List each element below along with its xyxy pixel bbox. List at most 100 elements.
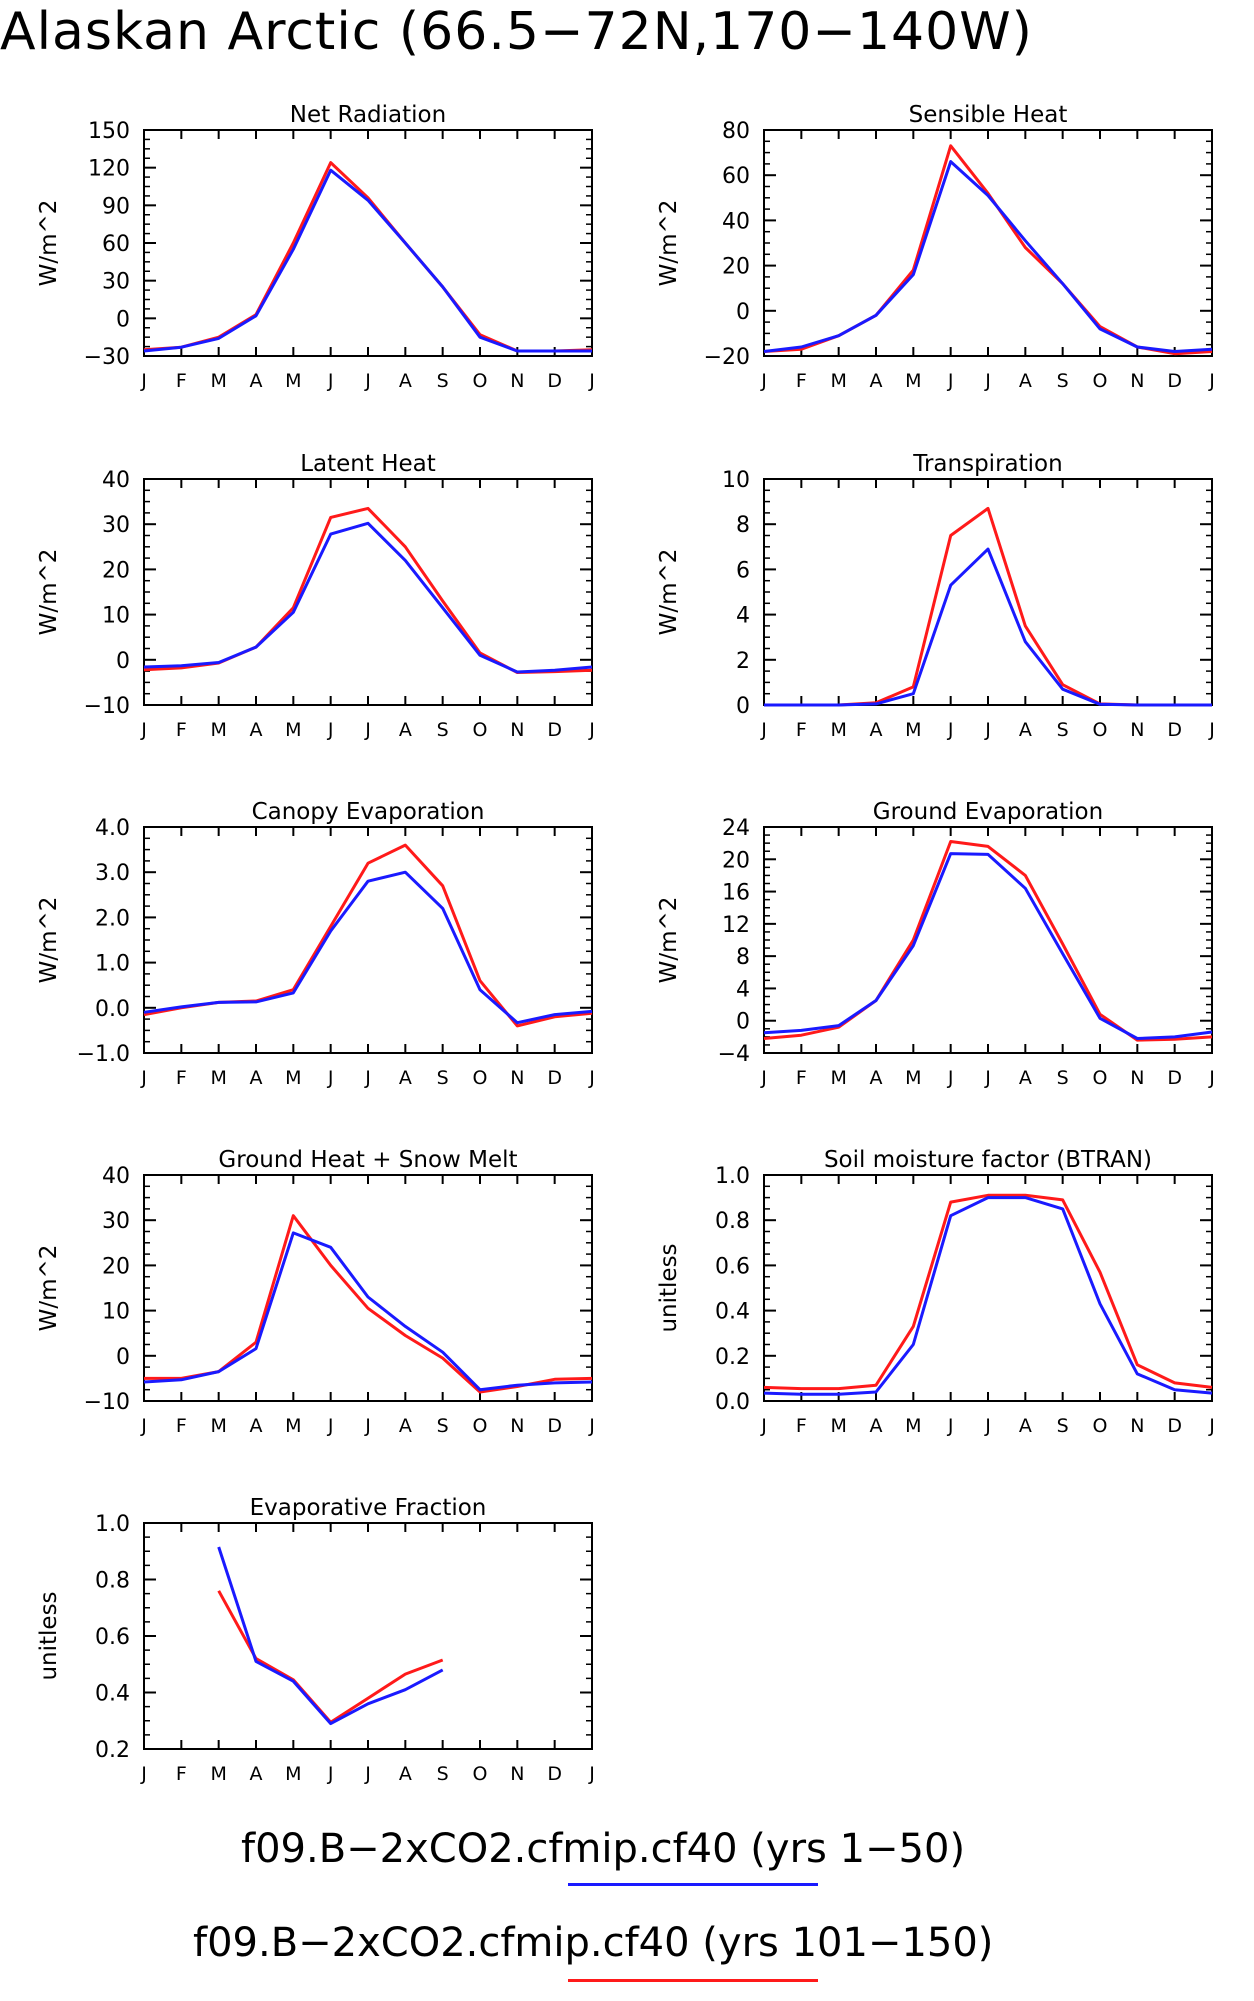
x-tick-label: S <box>437 719 449 741</box>
y-tick-label: 6 <box>736 558 750 583</box>
series-line-yrs-1-50 <box>143 168 592 353</box>
y-tick-label: 0 <box>736 300 750 325</box>
x-tick-label: J <box>1208 370 1215 392</box>
y-tick-label: 1.0 <box>95 1512 130 1537</box>
chart-title: Canopy Evaporation <box>252 799 485 825</box>
y-tick-label: 20 <box>722 848 750 873</box>
y-tick-label: 0.4 <box>95 1682 130 1707</box>
x-tick-label: M <box>210 1415 226 1437</box>
plot-frame <box>143 1522 593 1750</box>
x-tick-label: N <box>1130 1067 1144 1089</box>
x-tick-label: A <box>870 1415 883 1437</box>
x-tick-label: S <box>437 1763 449 1785</box>
y-tick-label: 0 <box>736 1010 750 1035</box>
series-line-yrs-1-50 <box>763 852 1213 1040</box>
x-tick-label: M <box>210 719 226 741</box>
y-tick-label: −4 <box>718 1042 750 1067</box>
y-tick-label: 4 <box>736 604 750 629</box>
x-tick-label: J <box>588 719 595 741</box>
legend-entry-2-swatch <box>568 1979 818 1982</box>
x-tick-label: J <box>947 370 954 392</box>
y-tick-label: 60 <box>722 164 750 189</box>
x-tick-label: J <box>364 1067 371 1089</box>
x-tick-label: M <box>905 1067 921 1089</box>
x-tick-label: J <box>140 1067 147 1089</box>
plot-frame <box>143 129 593 357</box>
y-tick-label: 0.6 <box>715 1254 750 1279</box>
x-tick-label: J <box>984 719 991 741</box>
series-line-yrs-1-50 <box>763 160 1213 353</box>
y-tick-label: 0 <box>116 1345 130 1370</box>
x-tick-label: J <box>327 719 334 741</box>
x-tick-label: M <box>905 370 921 392</box>
x-tick-label: O <box>473 370 488 392</box>
x-tick-label: A <box>399 719 412 741</box>
x-tick-label: D <box>547 1415 562 1437</box>
chart-title: Net Radiation <box>290 102 446 128</box>
x-tick-label: J <box>984 370 991 392</box>
y-tick-label: 3.0 <box>95 861 130 886</box>
chart-title: Soil moisture factor (BTRAN) <box>824 1147 1152 1173</box>
y-tick-label: 0.0 <box>95 997 130 1022</box>
x-tick-label: D <box>1167 1067 1182 1089</box>
y-tick-label: −30 <box>84 345 130 370</box>
y-axis-label: W/m^2 <box>656 549 682 636</box>
x-tick-label: M <box>285 1415 301 1437</box>
x-tick-label: D <box>1167 1415 1182 1437</box>
y-tick-label: 40 <box>102 468 130 493</box>
plot-frame <box>763 129 1213 357</box>
series-line-yrs-101-150 <box>763 144 1213 356</box>
x-tick-label: J <box>760 1067 767 1089</box>
x-tick-label: N <box>1130 370 1144 392</box>
y-tick-label: 20 <box>722 255 750 280</box>
x-tick-label: A <box>250 1067 263 1089</box>
x-tick-label: S <box>437 370 449 392</box>
y-tick-label: 60 <box>102 232 130 257</box>
y-tick-label: 0.8 <box>95 1569 130 1594</box>
y-tick-label: 1.0 <box>95 952 130 977</box>
x-tick-label: J <box>588 370 595 392</box>
x-tick-label: A <box>399 1415 412 1437</box>
x-tick-label: A <box>250 1415 263 1437</box>
page-title: Alaskan Arctic (66.5−72N,170−140W) <box>0 2 1033 62</box>
legend-entry-1-label: f09.B−2xCO2.cfmip.cf40 (yrs 1−50) <box>241 1826 966 1872</box>
x-tick-label: J <box>140 719 147 741</box>
y-axis-label: W/m^2 <box>36 897 62 984</box>
x-tick-label: N <box>510 370 524 392</box>
x-tick-label: M <box>285 1763 301 1785</box>
x-tick-label: M <box>905 719 921 741</box>
x-tick-label: M <box>285 370 301 392</box>
x-tick-label: S <box>1057 719 1069 741</box>
y-tick-label: 4.0 <box>95 816 130 841</box>
x-tick-label: J <box>588 1415 595 1437</box>
y-tick-label: 20 <box>102 558 130 583</box>
x-tick-label: J <box>947 1067 954 1089</box>
y-axis-label: unitless <box>36 1591 62 1680</box>
x-tick-label: J <box>588 1067 595 1089</box>
series-line-yrs-101-150 <box>144 1214 593 1394</box>
x-tick-label: S <box>437 1067 449 1089</box>
y-tick-label: 20 <box>102 1254 130 1279</box>
x-tick-label: M <box>210 1067 226 1089</box>
x-tick-label: J <box>984 1067 991 1089</box>
x-tick-label: N <box>510 1067 524 1089</box>
x-tick-label: J <box>364 719 371 741</box>
x-tick-label: J <box>364 1415 371 1437</box>
x-tick-label: J <box>588 1763 595 1785</box>
x-tick-label: J <box>364 1763 371 1785</box>
x-tick-label: J <box>327 1067 334 1089</box>
y-tick-label: 8 <box>736 945 750 970</box>
x-tick-label: J <box>947 719 954 741</box>
x-tick-label: O <box>1093 1067 1108 1089</box>
x-tick-label: D <box>547 719 562 741</box>
x-tick-label: A <box>870 1067 883 1089</box>
y-tick-label: 40 <box>102 1164 130 1189</box>
y-tick-label: 90 <box>102 194 130 219</box>
x-tick-label: A <box>870 719 883 741</box>
x-tick-label: J <box>984 1415 991 1437</box>
y-tick-label: 120 <box>88 157 130 182</box>
series-line-yrs-1-50 <box>143 870 593 1025</box>
x-tick-label: J <box>760 1415 767 1437</box>
series-line-yrs-1-50 <box>217 1546 444 1726</box>
